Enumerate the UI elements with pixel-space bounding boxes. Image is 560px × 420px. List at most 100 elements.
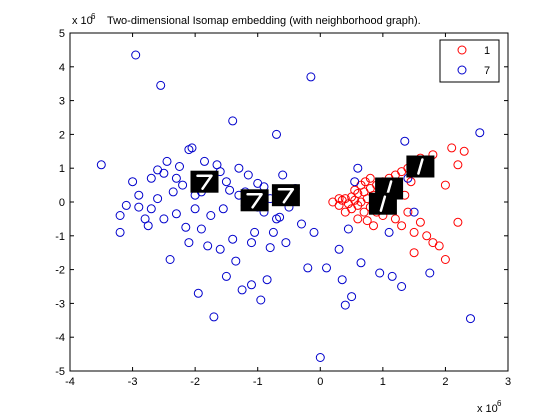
point-series-7 bbox=[409, 207, 419, 217]
point-series-7 bbox=[387, 271, 397, 281]
point-series-1 bbox=[459, 146, 469, 156]
point-series-7 bbox=[193, 288, 203, 298]
point-series-7 bbox=[262, 275, 272, 285]
thumbnail-digit-1 bbox=[406, 155, 435, 178]
point-series-1 bbox=[409, 248, 419, 258]
legend-marker-1 bbox=[457, 45, 467, 55]
point-series-7 bbox=[203, 241, 213, 251]
point-series-7 bbox=[237, 285, 247, 295]
point-series-7 bbox=[350, 177, 360, 187]
y-tick-label: 4 bbox=[59, 62, 65, 74]
point-series-7 bbox=[206, 211, 216, 220]
point-series-7 bbox=[337, 275, 347, 285]
point-series-7 bbox=[146, 204, 156, 214]
point-series-7 bbox=[397, 282, 407, 291]
point-series-7 bbox=[343, 224, 353, 234]
thumbnails-layer bbox=[190, 155, 435, 215]
y-tick-label: 5 bbox=[59, 28, 65, 40]
point-series-7 bbox=[322, 263, 331, 273]
legend-box bbox=[439, 39, 500, 83]
x-tick-label: -3 bbox=[128, 376, 138, 388]
point-series-7 bbox=[247, 280, 256, 290]
x-tick-label: -4 bbox=[65, 376, 75, 388]
point-series-7 bbox=[243, 170, 253, 180]
point-series-7 bbox=[375, 268, 385, 278]
point-series-7 bbox=[315, 353, 325, 362]
thumbnail-digit-7 bbox=[240, 189, 269, 212]
point-series-1 bbox=[340, 194, 350, 204]
point-series-1 bbox=[353, 189, 363, 198]
point-series-7 bbox=[178, 180, 188, 190]
legend-marker-7 bbox=[457, 65, 467, 75]
point-series-7 bbox=[281, 238, 291, 248]
point-series-1 bbox=[334, 200, 344, 210]
point-series-1 bbox=[340, 207, 350, 217]
point-series-1 bbox=[409, 227, 419, 237]
point-series-7 bbox=[228, 234, 238, 244]
point-series-7 bbox=[209, 312, 219, 322]
point-series-7 bbox=[475, 128, 485, 138]
point-series-7 bbox=[146, 173, 156, 183]
point-series-1 bbox=[406, 177, 416, 187]
thumbnail-digit-7 bbox=[271, 184, 300, 207]
point-series-7 bbox=[115, 211, 125, 220]
point-series-7 bbox=[200, 156, 209, 166]
y-tick-label: -2 bbox=[55, 265, 65, 277]
point-series-7 bbox=[221, 271, 231, 281]
x-tick-label: 0 bbox=[317, 376, 323, 388]
point-series-7 bbox=[228, 116, 238, 126]
point-series-1 bbox=[453, 217, 463, 227]
x-tick-label: 2 bbox=[442, 376, 448, 388]
point-series-7 bbox=[96, 160, 106, 170]
point-series-7 bbox=[175, 162, 184, 171]
point-series-7 bbox=[128, 177, 138, 187]
point-series-7 bbox=[265, 243, 275, 253]
x-tick-label: 3 bbox=[505, 376, 511, 388]
point-series-7 bbox=[187, 143, 197, 153]
y-tick-label: -1 bbox=[55, 231, 65, 243]
x-tick-label: 1 bbox=[380, 376, 386, 388]
point-series-7 bbox=[268, 227, 278, 237]
point-series-7 bbox=[134, 202, 144, 212]
point-series-7 bbox=[384, 227, 394, 237]
point-series-1 bbox=[440, 180, 450, 190]
point-series-1 bbox=[390, 214, 400, 224]
point-series-7 bbox=[181, 222, 191, 232]
y-exponent-power: 6 bbox=[91, 12, 96, 21]
point-series-7 bbox=[272, 214, 281, 224]
point-series-7 bbox=[218, 204, 228, 214]
point-series-7 bbox=[340, 300, 350, 310]
point-series-7 bbox=[303, 263, 313, 273]
point-series-1 bbox=[397, 221, 407, 231]
point-series-7 bbox=[256, 295, 266, 305]
x-exponent-power: 6 bbox=[497, 399, 502, 408]
x-tick-label: -1 bbox=[253, 376, 263, 388]
point-series-7 bbox=[353, 163, 363, 173]
point-series-7 bbox=[400, 136, 410, 146]
point-series-7 bbox=[466, 314, 475, 324]
y-tick-label: 2 bbox=[59, 129, 65, 141]
point-series-7 bbox=[156, 80, 166, 90]
point-series-7 bbox=[159, 214, 169, 224]
y-exponent-base: x 10 bbox=[72, 15, 93, 27]
y-tick-label: -3 bbox=[55, 298, 65, 310]
y-tick-label: 0 bbox=[59, 197, 65, 209]
x-exponent-base: x 10 bbox=[477, 403, 498, 415]
point-series-1 bbox=[334, 194, 344, 204]
point-series-7 bbox=[231, 256, 241, 266]
point-series-7 bbox=[225, 185, 235, 195]
point-series-7 bbox=[143, 221, 153, 231]
point-series-7 bbox=[234, 163, 244, 173]
point-series-1 bbox=[434, 241, 444, 251]
point-series-7 bbox=[425, 268, 435, 278]
point-series-7 bbox=[278, 170, 288, 180]
point-series-7 bbox=[196, 224, 206, 234]
point-series-1 bbox=[440, 255, 450, 264]
thumbnail-digit-7 bbox=[190, 170, 219, 193]
point-series-1 bbox=[447, 143, 457, 153]
point-series-1 bbox=[453, 160, 463, 170]
chart-title: Two-dimensional Isomap embedding (with n… bbox=[107, 15, 421, 27]
point-series-7 bbox=[215, 244, 225, 254]
